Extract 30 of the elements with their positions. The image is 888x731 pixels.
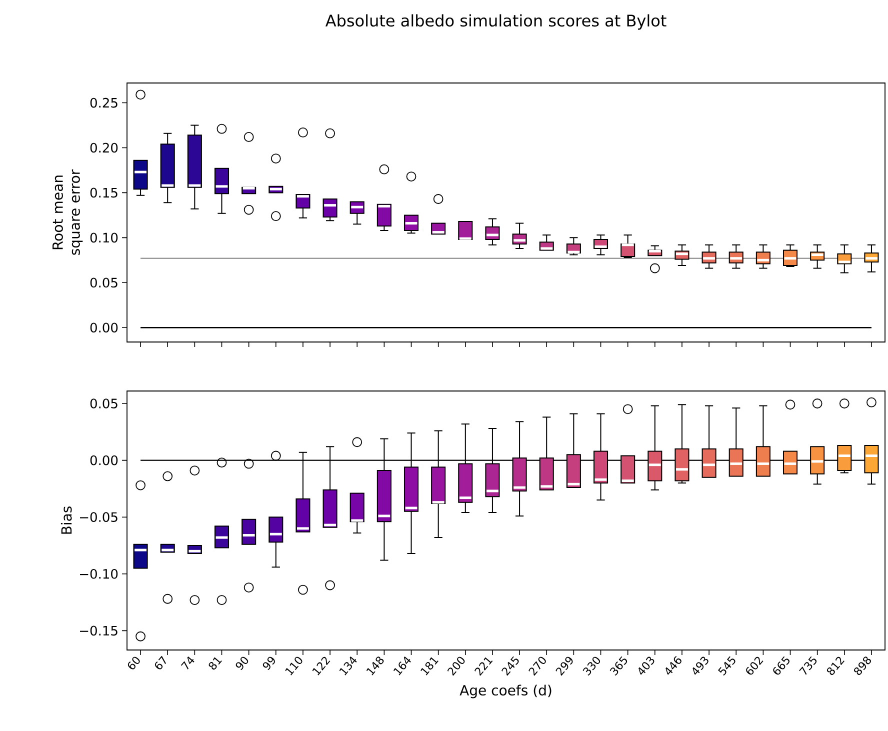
y-tick-label: 0.20 xyxy=(90,142,118,153)
y-tick-label: −0.15 xyxy=(80,626,118,636)
x-tick-label: 403 xyxy=(638,656,654,675)
y-axis-title: Root mean square error xyxy=(52,169,83,255)
y-tick-label: 0.05 xyxy=(90,398,118,408)
x-tick-label: 812 xyxy=(826,656,844,675)
x-tick-label: 735 xyxy=(799,656,817,675)
y-tick-label: 0.00 xyxy=(90,455,118,466)
x-tick-label: 898 xyxy=(854,656,871,675)
x-tick-label: 67 xyxy=(155,656,166,670)
x-axis-title: Age coefs (d) xyxy=(460,684,552,698)
x-tick-label: 74 xyxy=(180,656,194,670)
y-axis-title: Bias xyxy=(60,506,72,534)
x-tick-label: 602 xyxy=(746,656,764,675)
x-tick-label: 221 xyxy=(474,657,493,676)
y-tick-label: 0.05 xyxy=(90,278,118,288)
x-tick-label: 493 xyxy=(692,656,708,675)
y-tick-label: −0.05 xyxy=(80,512,118,522)
x-tick-label: 99 xyxy=(262,656,275,670)
x-tick-label: 90 xyxy=(236,656,248,670)
y-tick-label: 0.25 xyxy=(90,98,118,108)
x-tick-label: 81 xyxy=(208,657,222,670)
y-tick-label: 0.15 xyxy=(90,188,118,198)
y-tick-label: −0.10 xyxy=(80,568,118,579)
x-tick-label: 181 xyxy=(420,657,438,676)
x-tick-label: 665 xyxy=(773,656,790,675)
y-tick-label: 0.00 xyxy=(90,322,118,333)
chart-title: Absolute albedo simulation scores at Bylot xyxy=(325,14,666,30)
x-tick-label: 60 xyxy=(128,656,140,670)
y-tick-label: 0.10 xyxy=(90,232,118,243)
